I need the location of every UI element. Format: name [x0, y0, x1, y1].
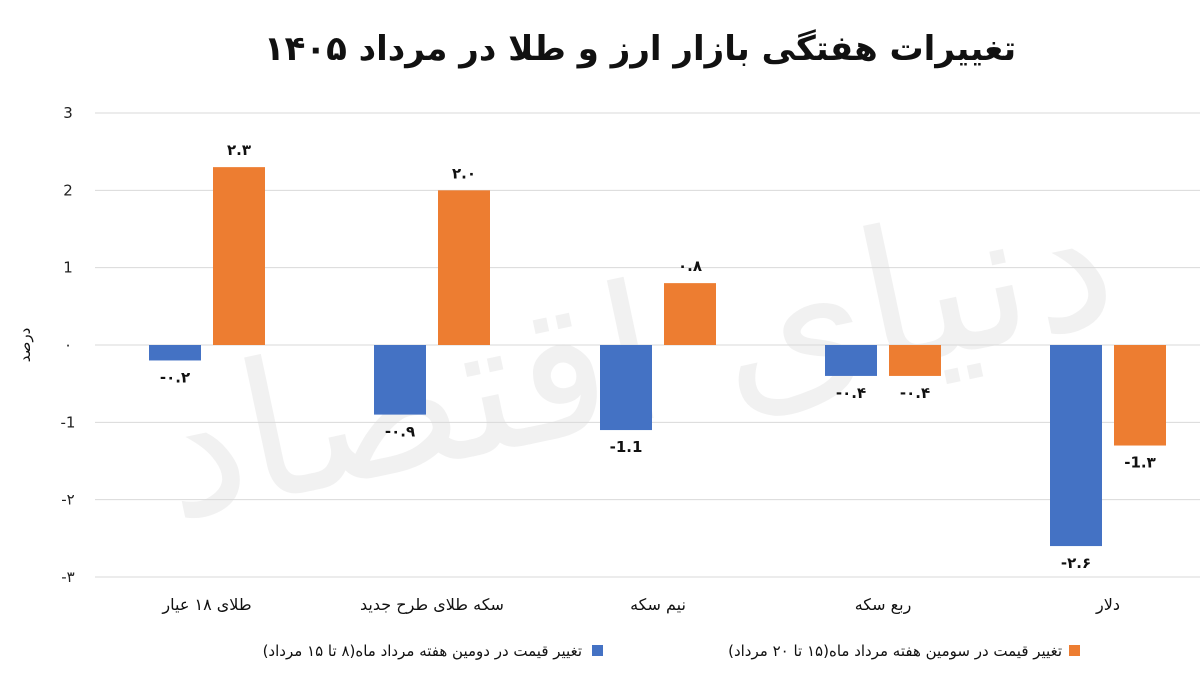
- bar-series-1: [600, 345, 652, 431]
- gridlines: [95, 112, 1200, 578]
- bar-series-1: [1050, 345, 1102, 547]
- legend-label-series-2: تغییر قیمت در سومین هفته مرداد ماه(۱۵ تا…: [728, 642, 1062, 660]
- data-label: -۰.۴: [900, 384, 930, 402]
- y-axis-label: درصد: [16, 328, 34, 363]
- y-tick-label: 1: [63, 259, 73, 277]
- data-label: -۲.۶: [1061, 554, 1091, 572]
- bar-series-1: [149, 345, 201, 361]
- bar-series-2: [213, 167, 265, 345]
- x-category-label: دلار: [1095, 595, 1120, 615]
- bar-series-2: [889, 345, 941, 376]
- y-tick-label: ۰: [64, 336, 72, 354]
- data-label: -۰.۴: [836, 384, 866, 402]
- y-axis-ticks: 3 2 1 ۰ -1 -۲ -۳: [61, 104, 76, 586]
- x-category-label: طلای ۱۸ عیار: [161, 595, 251, 615]
- x-category-label: ربع سکه: [855, 595, 912, 615]
- data-label: -1.1: [610, 438, 643, 456]
- legend: تغییر قیمت در دومین هفته مرداد ماه(۸ تا …: [263, 642, 1080, 660]
- legend-swatch-series-1: [592, 645, 603, 656]
- y-tick-label: -۳: [61, 568, 74, 586]
- legend-swatch-series-2: [1069, 645, 1080, 656]
- bar-series-2: [438, 190, 490, 345]
- bars: [149, 167, 1166, 547]
- data-label: ۲.۳: [227, 141, 251, 159]
- bar-series-1: [825, 345, 877, 376]
- bar-series-2: [1114, 345, 1166, 446]
- chart-title: تغییرات هفتگی بازار ارز و طلا در مرداد ۱…: [264, 29, 1016, 69]
- data-label: -۰.۹: [385, 423, 415, 441]
- legend-label-series-1: تغییر قیمت در دومین هفته مرداد ماه(۸ تا …: [263, 642, 582, 660]
- data-label: ۰.۸: [678, 257, 702, 275]
- y-tick-label: -۲: [61, 491, 74, 509]
- data-label: ۲.۰: [452, 164, 476, 182]
- data-labels: -۰.۲ -۰.۹ -1.1 -۰.۴ -۲.۶ ۲.۳ ۲.۰ ۰.۸ -۰.۴ -1.۳: [160, 141, 1156, 572]
- y-tick-label: 3: [63, 104, 73, 122]
- x-category-label: نیم سکه: [630, 595, 686, 614]
- bar-series-2: [664, 283, 716, 345]
- y-tick-label: 2: [63, 181, 73, 199]
- x-category-label: سکه طلای طرح جدید: [360, 595, 504, 615]
- bar-series-1: [374, 345, 426, 415]
- y-tick-label: -1: [61, 413, 76, 431]
- data-label: -1.۳: [1124, 454, 1156, 472]
- x-axis-categories: طلای ۱۸ عیار سکه طلای طرح جدید نیم سکه ربع …: [161, 595, 1120, 615]
- data-label: -۰.۲: [160, 368, 190, 386]
